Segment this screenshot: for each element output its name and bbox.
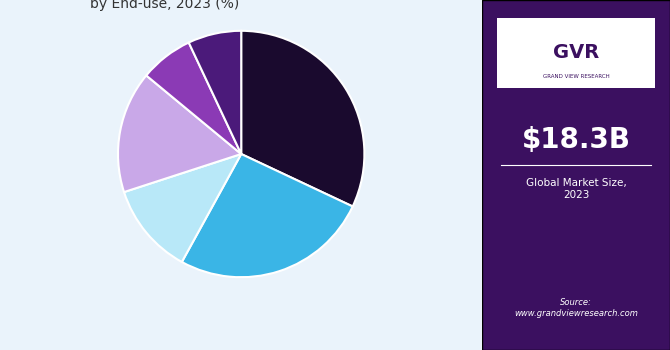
- Wedge shape: [182, 154, 352, 277]
- Wedge shape: [146, 43, 241, 154]
- Wedge shape: [241, 31, 364, 206]
- Text: GVR: GVR: [553, 43, 600, 62]
- Wedge shape: [124, 154, 241, 262]
- FancyBboxPatch shape: [482, 0, 670, 350]
- Text: Global Market Size,
2023: Global Market Size, 2023: [526, 178, 626, 200]
- Text: by End-use, 2023 (%): by End-use, 2023 (%): [90, 0, 240, 11]
- Wedge shape: [118, 76, 241, 192]
- Text: Source:
www.grandviewresearch.com: Source: www.grandviewresearch.com: [515, 298, 638, 318]
- FancyBboxPatch shape: [497, 18, 655, 88]
- Wedge shape: [189, 31, 241, 154]
- Text: GRAND VIEW RESEARCH: GRAND VIEW RESEARCH: [543, 75, 610, 79]
- Text: $18.3B: $18.3B: [522, 126, 630, 154]
